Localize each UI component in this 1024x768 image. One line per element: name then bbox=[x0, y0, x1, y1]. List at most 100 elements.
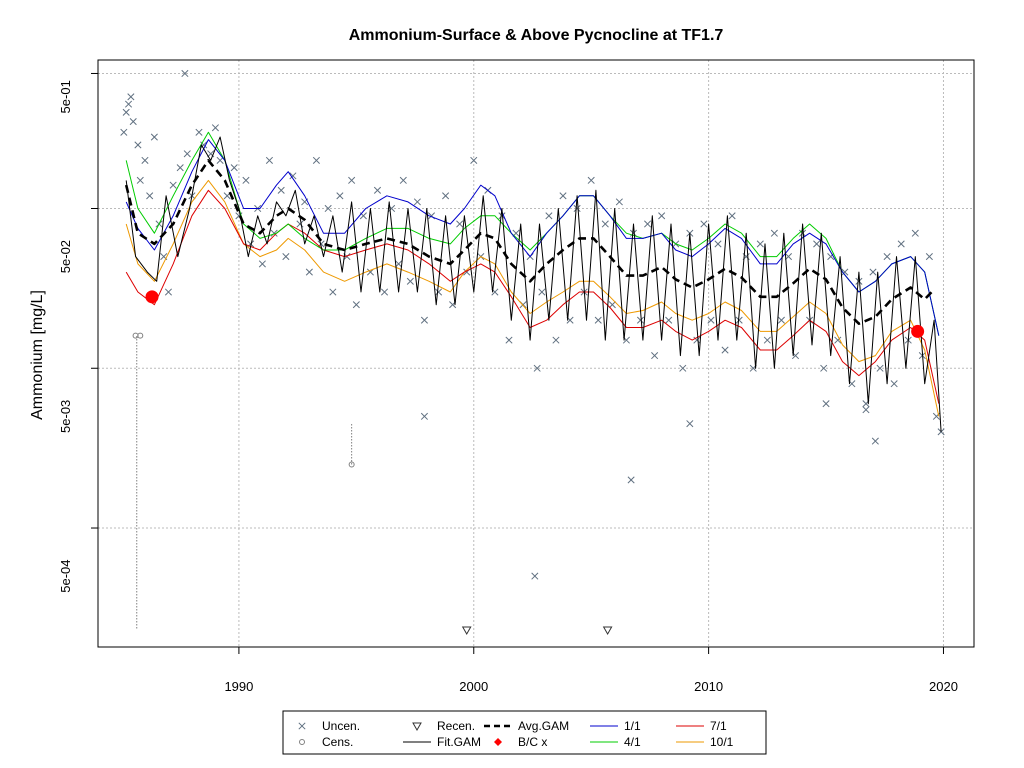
uncensored-point bbox=[714, 240, 722, 248]
x-tick-label: 2010 bbox=[694, 679, 723, 694]
uncensored-point bbox=[329, 288, 337, 296]
uncensored-point bbox=[594, 316, 602, 324]
uncensored-point bbox=[770, 229, 778, 237]
uncensored-point bbox=[336, 192, 344, 200]
uncensored-point bbox=[434, 288, 443, 296]
uncensored-point bbox=[129, 118, 137, 126]
uncensored-point bbox=[883, 253, 891, 261]
uncensored-point bbox=[270, 229, 278, 237]
uncensored-point bbox=[531, 572, 539, 580]
legend-label: B/C x bbox=[518, 735, 547, 749]
series-line-avg bbox=[124, 159, 933, 325]
uncensored-point bbox=[629, 229, 638, 237]
legend-symbol bbox=[298, 722, 306, 730]
grid bbox=[98, 60, 974, 647]
uncensored-point bbox=[552, 336, 560, 344]
uncensored-point bbox=[608, 301, 616, 309]
legend-label: 10/1 bbox=[710, 735, 734, 749]
uncensored-point bbox=[296, 220, 304, 228]
uncensored-point bbox=[871, 437, 879, 445]
recensored-point bbox=[461, 626, 472, 635]
uncensored-point bbox=[686, 420, 694, 428]
uncensored-point bbox=[545, 212, 553, 220]
censored-point bbox=[348, 461, 355, 468]
uncensored-point bbox=[169, 181, 177, 189]
uncensored-point bbox=[265, 156, 273, 164]
y-tick-label: 5e-01 bbox=[58, 80, 73, 113]
uncensored-point bbox=[636, 316, 645, 324]
x-tick-label: 1990 bbox=[224, 679, 253, 694]
uncensored-point bbox=[538, 288, 546, 296]
uncensored-point bbox=[164, 288, 173, 296]
uncensored-point bbox=[124, 100, 133, 108]
legend-item-recen: Recen. bbox=[412, 719, 475, 733]
x-tick-label: 2000 bbox=[459, 679, 488, 694]
uncensored-point bbox=[763, 336, 771, 344]
uncensored-point bbox=[841, 268, 849, 276]
uncensored-point bbox=[876, 364, 884, 372]
uncensored-point bbox=[181, 69, 189, 78]
uncensored-point bbox=[651, 352, 659, 360]
recensored-point bbox=[602, 626, 613, 635]
uncensored-point bbox=[505, 336, 513, 344]
legend-item-q4: 4/1 bbox=[590, 735, 641, 749]
uncensored-point bbox=[897, 240, 905, 248]
uncensored-point bbox=[136, 176, 144, 184]
plot-marks bbox=[120, 69, 945, 635]
legend-symbol bbox=[299, 739, 305, 745]
legend-item-uncen: Uncen. bbox=[298, 719, 360, 733]
uncensored-point bbox=[937, 428, 945, 436]
uncensored-point bbox=[289, 172, 297, 180]
uncensored-point bbox=[373, 186, 382, 194]
legend-label: Fit.GAM bbox=[437, 735, 481, 749]
bc-x-point bbox=[911, 324, 925, 338]
uncensored-point bbox=[820, 364, 828, 372]
uncensored-point bbox=[813, 240, 821, 248]
uncensored-point bbox=[587, 176, 595, 184]
uncensored-point bbox=[230, 164, 238, 172]
uncensored-point bbox=[242, 176, 250, 184]
uncensored-point bbox=[413, 198, 421, 206]
legend-item-q1: 1/1 bbox=[590, 719, 641, 733]
uncensored-point bbox=[644, 220, 652, 228]
legend-item-q7: 7/1 bbox=[676, 719, 727, 733]
legend-label: Cens. bbox=[322, 735, 353, 749]
uncensored-point bbox=[277, 186, 285, 194]
uncensored-point bbox=[890, 380, 898, 388]
uncensored-point bbox=[784, 253, 793, 261]
legend: Uncen. Recen. Avg.GAM 1/1 7/1 Cens. Fit.GAM B/C… bbox=[282, 710, 767, 755]
x-axis: 1990 2000 2010 2020 bbox=[224, 646, 958, 694]
uncensored-point bbox=[406, 277, 414, 285]
y-axis: 5e-04 5e-03 5e-02 5e-01 bbox=[58, 72, 98, 593]
uncensored-point bbox=[380, 288, 389, 296]
uncensored-point bbox=[658, 212, 666, 220]
legend-label: Recen. bbox=[437, 719, 475, 733]
uncensored-point bbox=[399, 176, 407, 184]
uncensored-point bbox=[352, 301, 360, 309]
uncensored-point bbox=[735, 316, 743, 324]
uncensored-point bbox=[420, 316, 428, 324]
legend-symbol bbox=[412, 722, 422, 732]
uncensored-point bbox=[925, 253, 933, 261]
uncensored-point bbox=[442, 192, 450, 200]
uncensored-point bbox=[122, 108, 130, 116]
legend-label: 4/1 bbox=[624, 735, 641, 749]
uncensored-point bbox=[258, 260, 266, 268]
uncensored-point bbox=[195, 128, 203, 136]
legend-label: 7/1 bbox=[710, 719, 727, 733]
uncensored-point bbox=[176, 164, 184, 172]
uncensored-point bbox=[150, 133, 158, 141]
uncensored-point bbox=[420, 412, 428, 420]
legend-label: 1/1 bbox=[624, 719, 641, 733]
uncensored-point bbox=[216, 156, 224, 164]
legend-symbol bbox=[494, 738, 502, 746]
uncensored-point bbox=[559, 192, 567, 200]
uncensored-point bbox=[533, 364, 541, 372]
uncensored-point bbox=[822, 400, 830, 408]
legend-item-fit: Fit.GAM bbox=[403, 735, 481, 749]
uncensored-point bbox=[799, 229, 807, 237]
y-tick-label: 5e-03 bbox=[58, 400, 73, 433]
uncensored-point bbox=[470, 156, 478, 164]
uncensored-point bbox=[146, 192, 154, 200]
